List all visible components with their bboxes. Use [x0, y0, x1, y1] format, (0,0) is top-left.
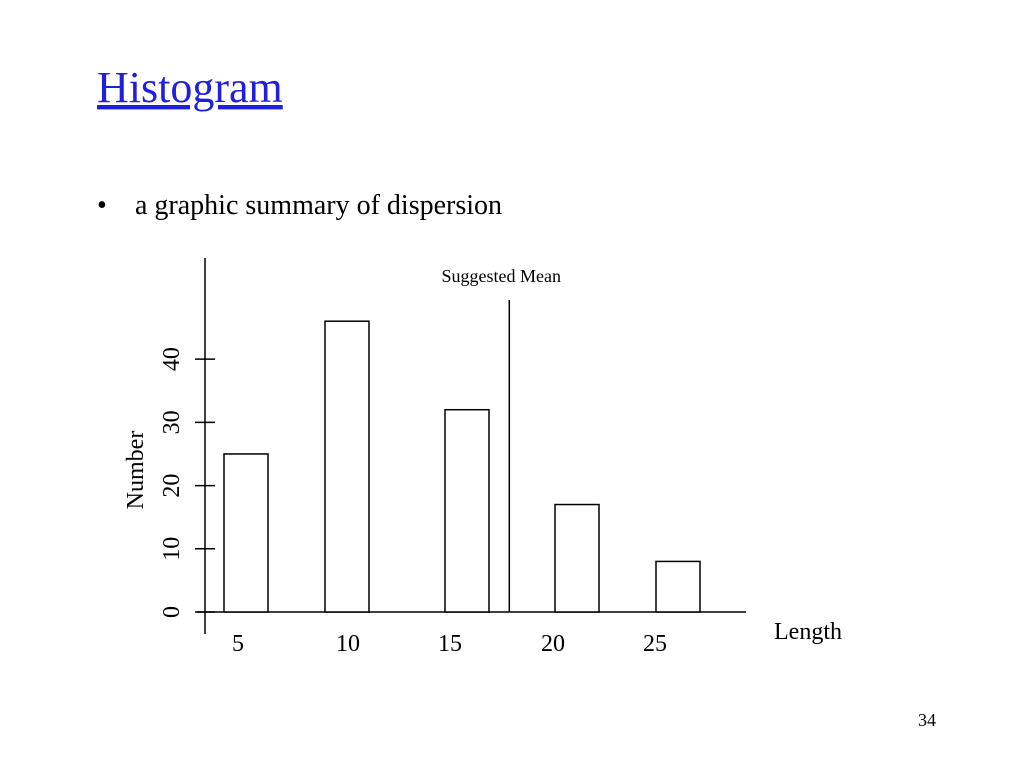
page-number: 34 — [918, 710, 936, 730]
bar — [554, 503, 600, 613]
y-tick-label: 10 — [159, 537, 185, 561]
bullet-dot: • — [97, 190, 107, 221]
y-axis-label: Number — [123, 431, 149, 510]
x-tick-label: 25 — [643, 631, 667, 657]
slide-title: Histogram — [97, 63, 283, 112]
y-tick-label: 0 — [159, 606, 185, 618]
x-tick-label: 20 — [541, 631, 565, 657]
bar — [223, 453, 269, 613]
y-tick-label: 40 — [159, 347, 185, 371]
bullet-text: a graphic summary of dispersion — [135, 190, 502, 221]
bar — [324, 320, 370, 613]
y-tick-label: 20 — [159, 474, 185, 498]
x-tick-label: 5 — [232, 631, 244, 657]
x-axis-label: Length — [774, 619, 842, 645]
bar — [444, 408, 490, 613]
x-tick-label: 10 — [336, 631, 360, 657]
bar — [655, 560, 701, 613]
y-tick-label: 30 — [159, 410, 185, 434]
mean-label: Suggested Mean — [442, 266, 561, 286]
x-tick-label: 15 — [438, 631, 462, 657]
